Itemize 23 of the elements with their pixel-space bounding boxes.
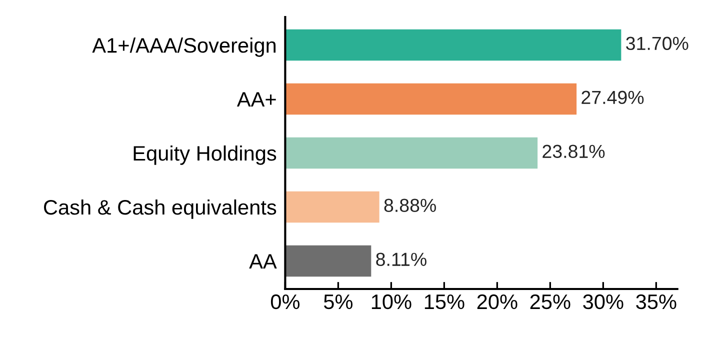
x-tick-label: 10%: [372, 294, 412, 310]
x-tick-label: 0%: [270, 294, 300, 310]
bar: [285, 245, 372, 277]
data-label: 31.70%: [626, 36, 688, 50]
data-label: 8.88%: [384, 198, 436, 212]
bar: [285, 191, 380, 223]
x-tick-label: 35%: [636, 294, 676, 310]
x-tick-label: 20%: [477, 294, 518, 310]
x-tick-label: 5%: [324, 294, 353, 310]
y-tick-label: AA: [249, 254, 277, 269]
data-label: 27.49%: [582, 90, 644, 104]
x-tick-label: 15%: [424, 294, 464, 310]
y-tick-label: Cash & Cash equivalents: [44, 199, 276, 219]
y-tick-label: A1+/AAA/Sovereign: [92, 37, 276, 57]
x-tick-label: 30%: [583, 294, 624, 310]
data-label: 8.11%: [376, 252, 426, 266]
bar: [285, 83, 577, 115]
x-tick-label: 25%: [530, 294, 570, 310]
y-tick-label: Equity Holdings: [134, 145, 276, 165]
bar: [285, 137, 538, 169]
y-tick-label: AA+: [236, 92, 276, 107]
data-label: 23.81%: [542, 144, 605, 158]
bar: [285, 29, 622, 61]
